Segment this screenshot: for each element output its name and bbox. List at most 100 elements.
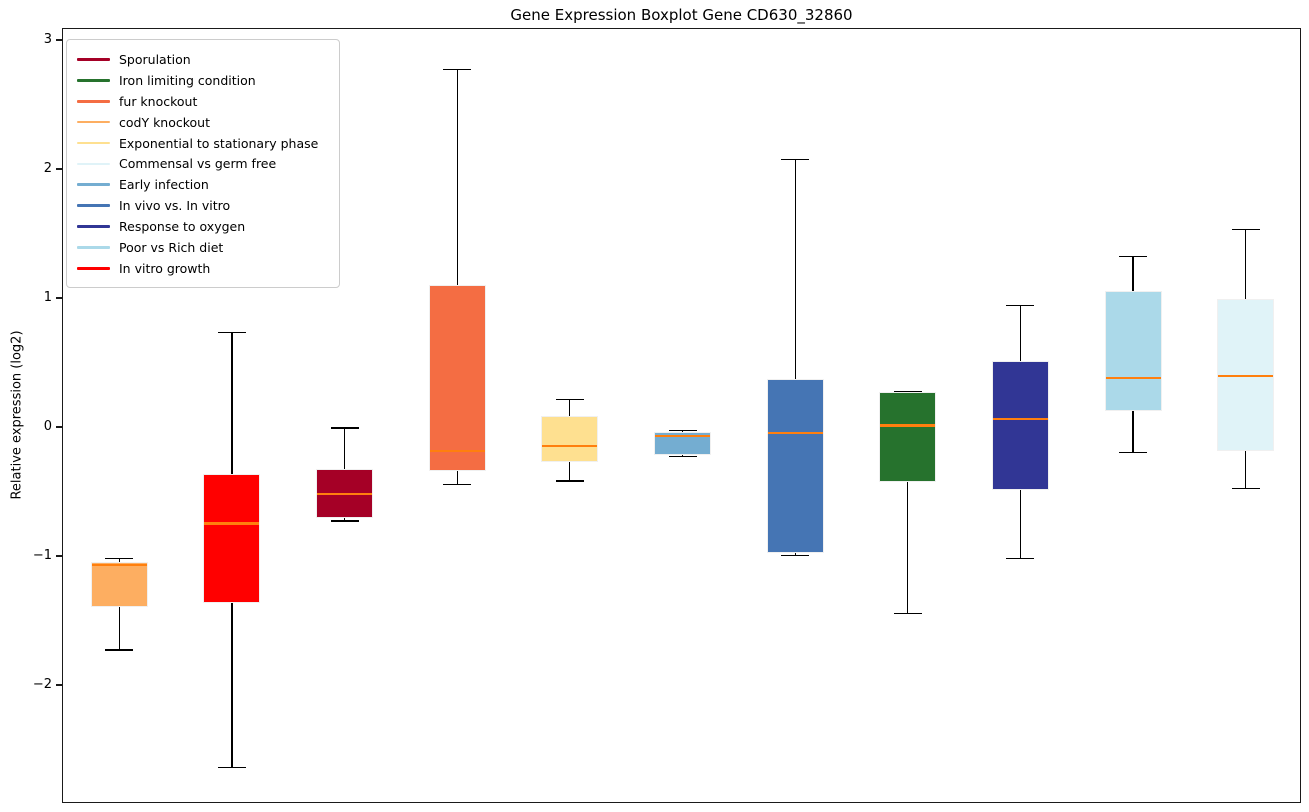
lower-whisker xyxy=(343,518,346,521)
y-tick-label: 3 xyxy=(43,32,52,47)
upper-whisker xyxy=(231,332,233,475)
legend-color-swatch xyxy=(77,183,110,187)
box-early-infection xyxy=(654,431,711,456)
median-line xyxy=(91,563,147,566)
legend-label: Response to oxygen xyxy=(119,219,246,235)
box-poor-vs-rich-diet xyxy=(1104,291,1162,412)
legend-item: Sporulation xyxy=(77,49,329,70)
upper-whisker-cap xyxy=(105,557,134,559)
legend-label: Iron limiting condition xyxy=(119,72,256,88)
lower-whisker-cap xyxy=(555,480,584,482)
lower-whisker-cap xyxy=(1006,557,1035,559)
lower-whisker-cap xyxy=(443,484,472,486)
upper-whisker xyxy=(343,428,346,470)
upper-whisker xyxy=(569,399,571,417)
legend-color-swatch xyxy=(77,225,110,228)
legend-color-swatch xyxy=(77,246,110,249)
legend-item: Early infection xyxy=(77,174,329,195)
median-line xyxy=(1218,375,1274,378)
lower-whisker-cap xyxy=(668,455,697,458)
legend-item: Commensal vs germ free xyxy=(77,153,329,174)
median-line xyxy=(542,444,598,448)
upper-whisker-cap xyxy=(1119,255,1148,258)
lower-whisker xyxy=(1019,489,1021,559)
legend-label: Early infection xyxy=(119,177,209,193)
legend-color-swatch xyxy=(77,141,110,145)
lower-whisker xyxy=(794,553,796,556)
median-line xyxy=(1105,376,1161,379)
lower-whisker xyxy=(907,482,909,614)
legend-label: In vivo vs. In vitro xyxy=(119,198,231,214)
legend-label: fur knockout xyxy=(119,93,198,109)
y-tick-mark xyxy=(56,684,62,686)
box-commensal-vs-germ-free xyxy=(1217,299,1275,452)
legend-item: In vivo vs. In vitro xyxy=(77,195,329,216)
box-in-vitro-growth xyxy=(203,474,261,604)
legend-color-swatch xyxy=(77,120,110,124)
upper-whisker-cap xyxy=(443,68,472,71)
legend-label: Exponential to stationary phase xyxy=(119,135,319,151)
y-tick-label: 0 xyxy=(43,419,52,434)
y-tick-mark xyxy=(56,39,62,41)
legend-label: Poor vs Rich diet xyxy=(119,239,224,255)
lower-whisker-cap xyxy=(217,766,246,768)
legend-item: Exponential to stationary phase xyxy=(77,133,329,154)
box-fur-knockout xyxy=(428,284,486,471)
y-tick-mark xyxy=(56,555,62,557)
lower-whisker xyxy=(1132,411,1134,453)
lower-whisker-cap xyxy=(1231,487,1260,490)
legend-color-swatch xyxy=(77,162,110,166)
y-tick-label: −2 xyxy=(32,677,52,692)
upper-whisker xyxy=(456,69,458,285)
lower-whisker-cap xyxy=(1119,451,1148,454)
legend-color-swatch xyxy=(77,204,110,207)
chart-title: Gene Expression Boxplot Gene CD630_32860 xyxy=(510,6,853,24)
median-line xyxy=(204,522,260,525)
box-cody-knockout xyxy=(90,562,148,608)
upper-whisker xyxy=(794,159,796,379)
legend-item: fur knockout xyxy=(77,91,329,112)
legend-item: Response to oxygen xyxy=(77,216,329,237)
upper-whisker-cap xyxy=(1006,304,1035,307)
legend-color-swatch xyxy=(77,267,110,270)
y-tick-mark xyxy=(56,297,62,299)
y-tick-label: 1 xyxy=(43,290,52,305)
legend-color-swatch xyxy=(77,79,110,82)
legend-label: Sporulation xyxy=(119,51,191,67)
median-line xyxy=(429,450,485,453)
box-iron-limiting-condition xyxy=(879,391,937,483)
lower-whisker-cap xyxy=(893,613,922,615)
legend-item: Poor vs Rich diet xyxy=(77,237,329,258)
box-in-vivo-vs-in-vitro xyxy=(766,378,824,554)
lower-whisker xyxy=(231,603,233,768)
y-tick-label: −1 xyxy=(32,548,52,563)
upper-whisker xyxy=(1132,256,1134,292)
lower-whisker xyxy=(456,470,458,485)
y-tick-mark xyxy=(56,426,62,428)
box-exponential-to-stationary-phase xyxy=(541,416,599,462)
upper-whisker xyxy=(118,558,120,563)
legend: Sporulation Iron limiting condition fur kn… xyxy=(66,39,340,288)
y-tick-label: 2 xyxy=(43,161,52,176)
legend-color-swatch xyxy=(77,99,110,103)
upper-whisker-cap xyxy=(781,158,810,161)
lower-whisker xyxy=(1245,451,1247,489)
median-line xyxy=(655,434,710,437)
median-line xyxy=(880,424,936,427)
upper-whisker xyxy=(1245,229,1247,299)
legend-label: In vitro growth xyxy=(119,260,211,276)
legend-item: In vitro growth xyxy=(77,258,329,279)
upper-whisker-cap xyxy=(217,331,246,334)
upper-whisker-cap xyxy=(330,427,359,429)
upper-whisker-cap xyxy=(1231,228,1260,231)
y-tick-mark xyxy=(56,168,62,170)
lower-whisker-cap xyxy=(781,555,810,557)
median-line xyxy=(767,432,823,435)
legend-item: Iron limiting condition xyxy=(77,70,329,91)
upper-whisker-cap xyxy=(893,391,922,393)
legend-item: codY knockout xyxy=(77,112,329,133)
legend-color-swatch xyxy=(77,58,110,61)
upper-whisker xyxy=(1019,305,1021,361)
median-line xyxy=(317,492,373,495)
